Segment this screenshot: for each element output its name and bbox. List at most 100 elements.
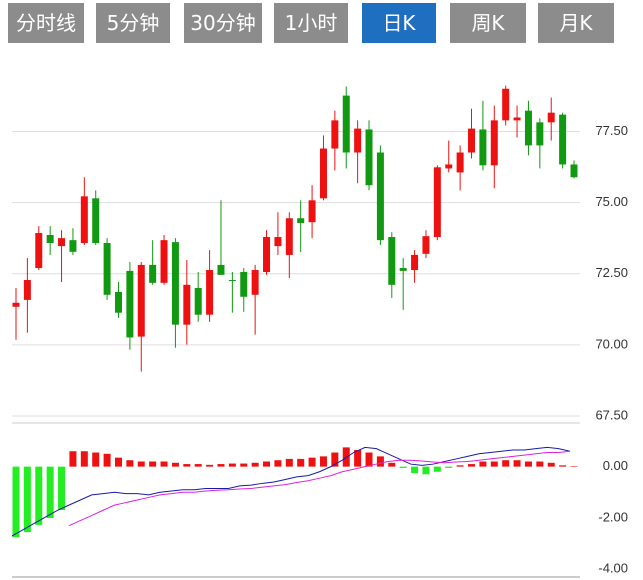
- candle-body: [46, 235, 54, 243]
- candle-body: [126, 270, 134, 338]
- candle-body: [137, 264, 145, 337]
- candle-body: [217, 264, 225, 275]
- macd-bar: [12, 466, 20, 538]
- macd-bar: [524, 461, 532, 467]
- candle-body: [342, 95, 350, 153]
- y-tick-label: 77.50: [595, 123, 628, 138]
- y-tick-label: 70.00: [595, 336, 628, 351]
- period-tab[interactable]: 5分钟: [96, 3, 170, 43]
- macd-line: [68, 450, 571, 527]
- macd-bar: [559, 465, 567, 467]
- macd-bar: [137, 461, 145, 467]
- candle-body: [422, 236, 430, 254]
- candle-body: [388, 237, 396, 285]
- candle-body: [92, 198, 100, 243]
- candle-body: [240, 272, 248, 297]
- candle-body: [456, 152, 464, 173]
- macd-bar: [171, 462, 179, 467]
- candle-body: [502, 88, 510, 121]
- macd-bar: [206, 464, 214, 467]
- macd-bar: [376, 456, 384, 467]
- candle-body: [513, 117, 521, 121]
- candle-body: [468, 128, 476, 153]
- macd-bar: [319, 456, 327, 467]
- y-tick-label: -2.00: [598, 509, 628, 524]
- macd-bar: [365, 452, 373, 467]
- candle-body: [547, 112, 555, 123]
- macd-bar: [58, 466, 66, 511]
- period-tab[interactable]: 分时线: [8, 3, 84, 43]
- macd-bar: [160, 461, 168, 467]
- macd-bar: [422, 466, 430, 475]
- macd-bar: [46, 466, 54, 518]
- candle-body: [58, 238, 66, 247]
- candle-body: [319, 148, 327, 199]
- candle-body: [274, 237, 282, 247]
- macd-bar: [228, 463, 236, 467]
- y-tick-label: 67.50: [595, 407, 628, 422]
- macd-bar: [194, 464, 202, 467]
- candle-body: [411, 254, 419, 271]
- candle-body: [35, 233, 43, 269]
- period-tab[interactable]: 日K: [362, 3, 436, 43]
- candle-body: [297, 218, 305, 224]
- macd-bar: [399, 466, 407, 468]
- macd-bar: [274, 460, 282, 467]
- candle-body: [160, 240, 168, 283]
- candle-body: [399, 268, 407, 271]
- candle-body: [80, 196, 88, 243]
- macd-bar: [536, 461, 544, 467]
- macd-bar: [114, 457, 122, 467]
- period-tab[interactable]: 月K: [538, 3, 614, 43]
- macd-bar: [297, 458, 305, 467]
- macd-bar: [217, 464, 225, 467]
- macd-bar: [445, 466, 453, 468]
- candle-body: [445, 164, 453, 169]
- macd-bar: [240, 463, 248, 467]
- candle-body: [149, 264, 157, 283]
- period-tab[interactable]: 周K: [450, 3, 526, 43]
- macd-bar: [490, 461, 498, 467]
- candle-body: [263, 237, 271, 273]
- candle-body: [490, 120, 498, 166]
- candle-body: [365, 129, 373, 186]
- macd-bar: [92, 452, 100, 467]
- candle-body: [308, 200, 316, 223]
- macd-bar: [433, 466, 441, 472]
- macd-bar: [149, 461, 157, 467]
- macd-bar: [513, 460, 521, 467]
- y-tick-label: -4.00: [598, 561, 628, 576]
- candle-body: [194, 287, 202, 315]
- macd-bar: [308, 457, 316, 467]
- macd-bar: [502, 460, 510, 467]
- candle-body: [12, 302, 20, 307]
- period-tab[interactable]: 30分钟: [184, 3, 262, 43]
- candle-body: [536, 122, 544, 146]
- macd-bar: [263, 461, 271, 467]
- tab-bar: 分时线 5分钟 30分钟 1小时 日K 周K 月K: [0, 0, 643, 48]
- candle-body: [433, 167, 441, 238]
- period-tab[interactable]: 1小时: [274, 3, 348, 43]
- candle-body: [114, 291, 122, 313]
- macd-bar: [388, 462, 396, 467]
- candle-body: [570, 164, 578, 178]
- candle-body: [171, 242, 179, 325]
- y-tick-label: 75.00: [595, 194, 628, 209]
- macd-bar: [331, 452, 339, 467]
- candle-body: [23, 279, 31, 300]
- macd-bar: [69, 451, 77, 467]
- macd-bar: [126, 460, 134, 467]
- macd-bar: [468, 464, 476, 467]
- macd-line: [11, 446, 571, 537]
- candle-body: [183, 284, 191, 325]
- candle-body: [559, 114, 567, 165]
- candle-body: [479, 129, 487, 166]
- macd-bar: [570, 466, 578, 467]
- macd-bar: [354, 449, 362, 467]
- macd-bar: [183, 464, 191, 467]
- candle-body: [376, 152, 384, 241]
- candle-body: [524, 110, 532, 146]
- macd-bar: [103, 453, 111, 467]
